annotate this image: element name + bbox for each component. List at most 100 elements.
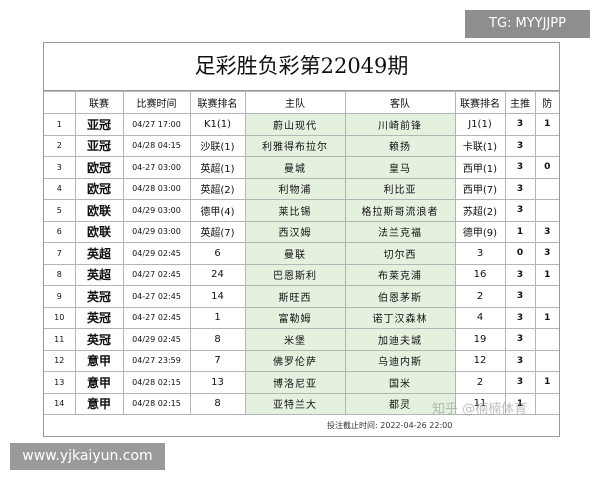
away-team: 赖扬	[344, 134, 456, 157]
deadline: 投注截止时间: 2022-04-26 22:00	[327, 421, 453, 430]
main-pick: 3	[504, 263, 536, 286]
home-rank: 13	[189, 371, 246, 394]
lottery-sheet: 足彩胜负彩第22049期 联赛 比赛时间 联赛排名 主队 客队 联赛排名 主推防 1 亚冠 04…	[43, 42, 560, 437]
main-pick: 3	[504, 349, 536, 372]
main-pick: 3	[504, 306, 536, 329]
match-time: 04/28 02:15	[122, 392, 191, 415]
hedge-pick	[534, 177, 559, 200]
column-header: 比赛时间	[122, 91, 191, 114]
match-row: 2 亚冠 04/28 04:15 沙联(1) 利雅得布拉尔 赖扬 卡联(1) 3	[44, 134, 559, 157]
hedge-pick: 1	[534, 263, 559, 286]
home-rank: 英超(2)	[189, 177, 246, 200]
away-team: 布莱克浦	[344, 263, 456, 286]
row-number: 14	[44, 392, 76, 415]
home-rank: 7	[189, 349, 246, 372]
home-team: 富勒姆	[244, 306, 346, 329]
home-rank: 6	[189, 242, 246, 265]
home-rank: 沙联(1)	[189, 134, 246, 157]
home-rank: 英超(7)	[189, 220, 246, 243]
match-time: 04/27 17:00	[122, 113, 191, 136]
away-team: 国米	[344, 371, 456, 394]
home-rank: 24	[189, 263, 246, 286]
row-number: 5	[44, 199, 76, 222]
hedge-pick	[534, 134, 559, 157]
home-team: 西汉姆	[244, 220, 346, 243]
home-rank: 英超(1)	[189, 156, 246, 179]
home-team: 米堡	[244, 328, 346, 351]
match-row: 4 欧冠 04/28 03:00 英超(2) 利物浦 利比亚 西甲(7) 3	[44, 177, 559, 200]
sheet-title: 足彩胜负彩第22049期	[44, 43, 559, 91]
main-pick: 3	[504, 371, 536, 394]
match-row: 8 英超 04/27 02:45 24 巴恩斯利 布莱克浦 16 3 1	[44, 263, 559, 286]
home-team: 亚特兰大	[244, 392, 346, 415]
main-pick: 0	[504, 242, 536, 265]
match-time: 04/29 02:45	[122, 328, 191, 351]
row-number: 9	[44, 285, 76, 308]
column-header: 联赛	[74, 91, 124, 114]
league: 欧冠	[74, 177, 124, 200]
away-rank: 3	[454, 242, 506, 265]
match-time: 04-27 03:00	[122, 156, 191, 179]
hedge-pick: 3	[534, 220, 559, 243]
match-time: 04-27 02:45	[122, 285, 191, 308]
match-time: 04/27 23:59	[122, 349, 191, 372]
match-row: 1 亚冠 04/27 17:00 K1(1) 蔚山现代 川崎前锋 J1(1) 3 1	[44, 113, 559, 136]
home-team: 利雅得布拉尔	[244, 134, 346, 157]
league: 英冠	[74, 328, 124, 351]
away-rank: 4	[454, 306, 506, 329]
match-row: 13 意甲 04/28 02:15 13 博洛尼亚 国米 2 3 1	[44, 371, 559, 394]
row-number: 6	[44, 220, 76, 243]
home-team: 蔚山现代	[244, 113, 346, 136]
away-team: 诺丁汉森林	[344, 306, 456, 329]
league: 英冠	[74, 285, 124, 308]
away-team: 川崎前锋	[344, 113, 456, 136]
column-header: 防	[534, 91, 559, 114]
match-time: 04-27 02:45	[122, 306, 191, 329]
column-header: 联赛排名	[454, 91, 506, 114]
home-team: 曼城	[244, 156, 346, 179]
main-pick: 3	[504, 285, 536, 308]
league: 欧冠	[74, 156, 124, 179]
league: 意甲	[74, 392, 124, 415]
league: 意甲	[74, 349, 124, 372]
column-header: 联赛排名	[189, 91, 246, 114]
hedge-pick	[534, 392, 559, 415]
away-rank: 2	[454, 285, 506, 308]
home-team: 斯旺西	[244, 285, 346, 308]
league: 欧联	[74, 220, 124, 243]
away-team: 伯恩茅斯	[344, 285, 456, 308]
away-team: 加迪夫城	[344, 328, 456, 351]
match-row: 14 意甲 04/28 02:15 8 亚特兰大 都灵 11 1	[44, 392, 559, 415]
match-time: 04/29 03:00	[122, 199, 191, 222]
home-rank: 14	[189, 285, 246, 308]
away-rank: 2	[454, 371, 506, 394]
row-number: 2	[44, 134, 76, 157]
home-rank: 8	[189, 392, 246, 415]
match-time: 04/27 02:45	[122, 263, 191, 286]
league: 英冠	[74, 306, 124, 329]
home-rank: K1(1)	[189, 113, 246, 136]
hedge-pick	[534, 328, 559, 351]
main-pick: 1	[504, 220, 536, 243]
home-rank: 1	[189, 306, 246, 329]
away-rank: 12	[454, 349, 506, 372]
away-rank: 西甲(1)	[454, 156, 506, 179]
league: 英超	[74, 242, 124, 265]
away-team: 皇马	[344, 156, 456, 179]
main-pick: 3	[504, 328, 536, 351]
match-row: 9 英冠 04-27 02:45 14 斯旺西 伯恩茅斯 2 3	[44, 285, 559, 308]
away-team: 乌迪内斯	[344, 349, 456, 372]
match-row: 6 欧联 04/29 03:00 英超(7) 西汉姆 法兰克福 德甲(9) 1 3	[44, 220, 559, 243]
away-rank: 西甲(7)	[454, 177, 506, 200]
away-team: 格拉斯哥流浪者	[344, 199, 456, 222]
away-rank: 德甲(9)	[454, 220, 506, 243]
away-team: 法兰克福	[344, 220, 456, 243]
match-row: 12 意甲 04/27 23:59 7 佛罗伦萨 乌迪内斯 12 3	[44, 349, 559, 372]
row-number: 7	[44, 242, 76, 265]
match-row: 10 英冠 04-27 02:45 1 富勒姆 诺丁汉森林 4 3 1	[44, 306, 559, 329]
main-pick: 3	[504, 156, 536, 179]
header-row: 联赛 比赛时间 联赛排名 主队 客队 联赛排名 主推防	[44, 91, 559, 114]
away-rank: 卡联(1)	[454, 134, 506, 157]
hedge-pick	[534, 349, 559, 372]
